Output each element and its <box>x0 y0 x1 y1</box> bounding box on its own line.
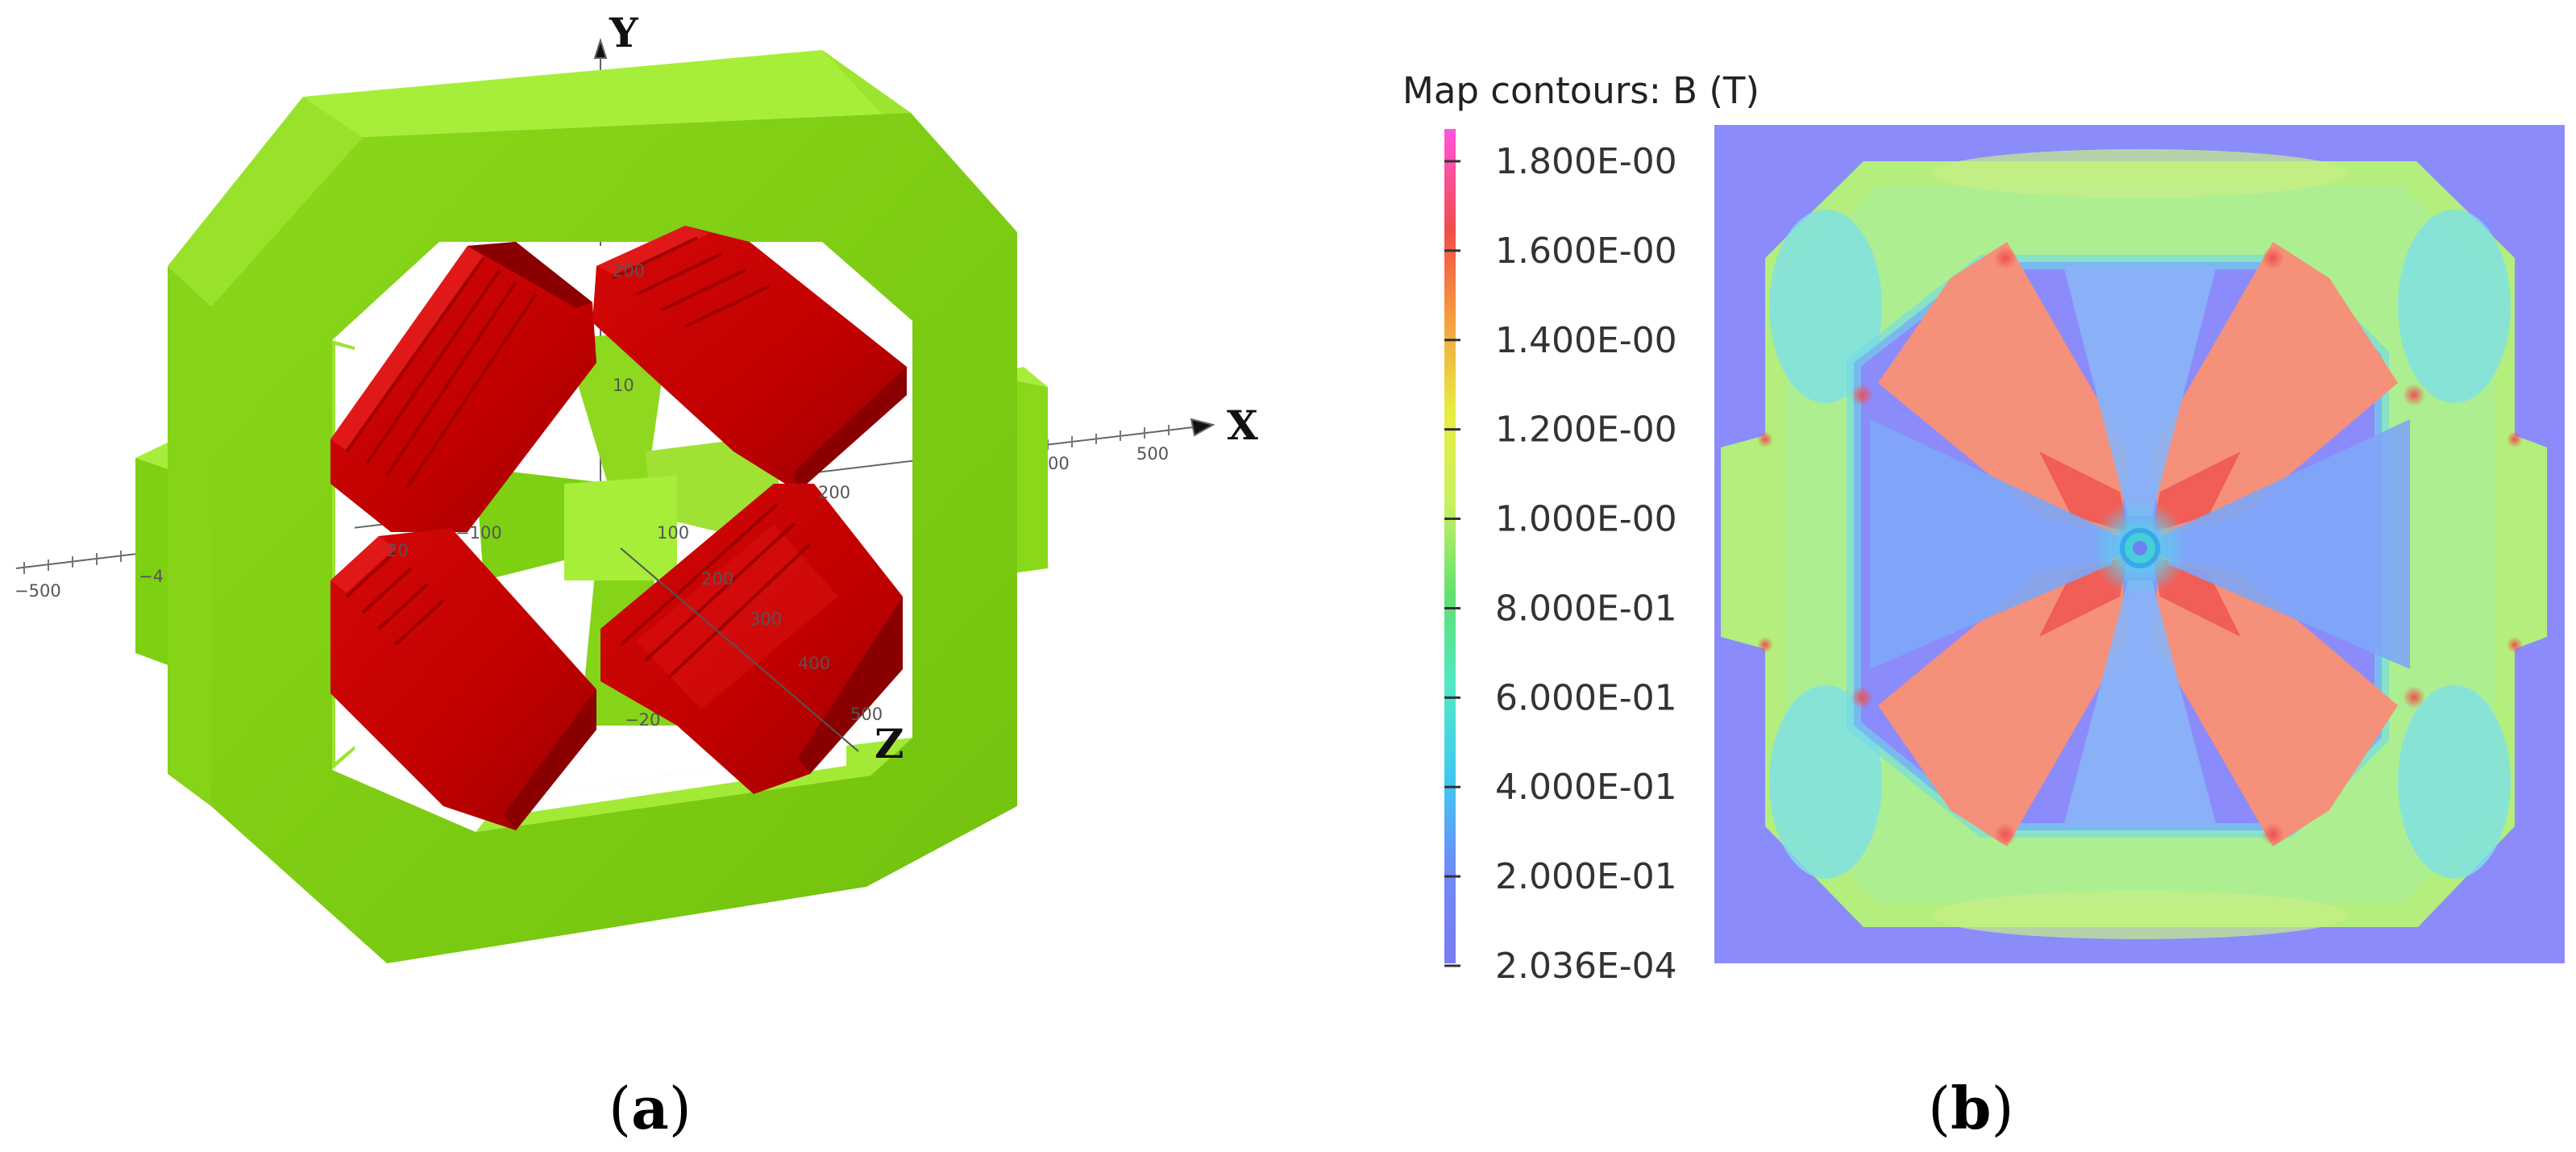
tick-x-500: 500 <box>1136 444 1169 464</box>
legend-tick-label: 1.400E-00 <box>1495 320 1677 361</box>
tick-x-neg500: −500 <box>15 581 61 601</box>
yoke-left-depth <box>168 97 363 306</box>
tick-z-400: 400 <box>798 654 830 673</box>
legend-tick-label: 2.036E-04 <box>1495 946 1677 987</box>
legend-tick-label: 8.000E-01 <box>1495 588 1677 629</box>
panel-label-a: (a) <box>609 1074 692 1142</box>
legend-title: Map contours: B (T) <box>1402 69 1760 112</box>
legend-tick-label: 1.600E-00 <box>1495 231 1677 272</box>
map-pole-tip-tr <box>2152 451 2241 532</box>
legend-tick-label: 6.000E-01 <box>1495 677 1677 718</box>
map-cyan-patch-top <box>1930 149 2350 198</box>
yoke-right-lug-top <box>1008 367 1048 387</box>
tick-x-200: 200 <box>818 483 850 502</box>
tick-z-200: 200 <box>701 569 733 588</box>
field-map <box>1714 125 2565 963</box>
map-pole-br <box>2152 556 2398 846</box>
tick-y-20: 20 <box>387 541 409 560</box>
map-cyan-patch-tr <box>2398 210 2511 403</box>
yoke-front-face <box>211 113 1017 963</box>
pole-center <box>564 476 677 580</box>
legend-ticks: 1.800E-00 1.600E-00 1.400E-00 1.200E-00 1.00… <box>1444 141 1677 987</box>
legend-tick-label: 2.000E-01 <box>1495 856 1677 897</box>
map-center-core <box>2133 541 2147 555</box>
map-pole-tl <box>1878 242 2128 536</box>
panel-a: Y X Z 500 00 −500 −4 −100 100 200 200 10… <box>15 9 1258 1142</box>
legend-tick-label: 4.000E-01 <box>1495 767 1677 808</box>
legend-colorbar <box>1444 129 1456 963</box>
coil-bottom-right <box>600 484 903 794</box>
axis-title-y: Y <box>609 9 639 56</box>
yoke-top-face <box>303 50 911 137</box>
map-pole-tr <box>2152 242 2398 536</box>
yoke-right-lug <box>1008 379 1048 574</box>
axis-title-x: X <box>1227 401 1258 449</box>
tick-z-300: 300 <box>750 609 782 629</box>
panel-b: Map contours: B (T) 1.800E-001.600E-001.… <box>1402 69 2565 1142</box>
tick-x-100: 100 <box>657 523 689 543</box>
coil-bottom-left <box>330 528 596 830</box>
tick-labels-3d: 500 00 −500 −4 −100 100 200 200 10 20 −2… <box>15 261 1169 730</box>
map-cyan-patch-br <box>2398 685 2511 879</box>
legend-tick-label: 1.800E-00 <box>1495 141 1677 182</box>
tick-y-200: 200 <box>613 261 645 281</box>
tick-x-neg4: −4 <box>139 567 164 586</box>
map-gap-right <box>2168 419 2410 669</box>
z-axis-foreground <box>620 547 859 752</box>
map-cyan-patch-bottom <box>1930 891 2350 939</box>
legend-tick-label: 1.000E-00 <box>1495 499 1677 540</box>
map-pole-tip-tl <box>2039 451 2128 532</box>
map-hotspots <box>1757 247 2523 846</box>
map-pole-bl <box>1878 556 2128 846</box>
coil-top-left <box>330 242 596 532</box>
tick-z-500: 500 <box>850 705 883 724</box>
tick-x-00: 00 <box>1048 454 1070 473</box>
pole-top <box>564 331 669 500</box>
tick-y-10: 10 <box>613 376 634 395</box>
tick-y-neg20: −20 <box>625 710 660 730</box>
legend-tick-label: 1.200E-00 <box>1495 410 1677 451</box>
map-gap-top <box>2063 266 2217 516</box>
map-gap-bottom <box>2063 580 2217 826</box>
panel-label-b: (b) <box>1928 1074 2014 1142</box>
yoke-left-side-face <box>168 266 211 806</box>
tick-x-neg100: −100 <box>455 523 502 543</box>
coils <box>330 226 907 830</box>
coil-top-right <box>592 226 907 492</box>
map-gap-left <box>1870 419 2112 669</box>
axis-title-z: Z <box>875 720 904 767</box>
